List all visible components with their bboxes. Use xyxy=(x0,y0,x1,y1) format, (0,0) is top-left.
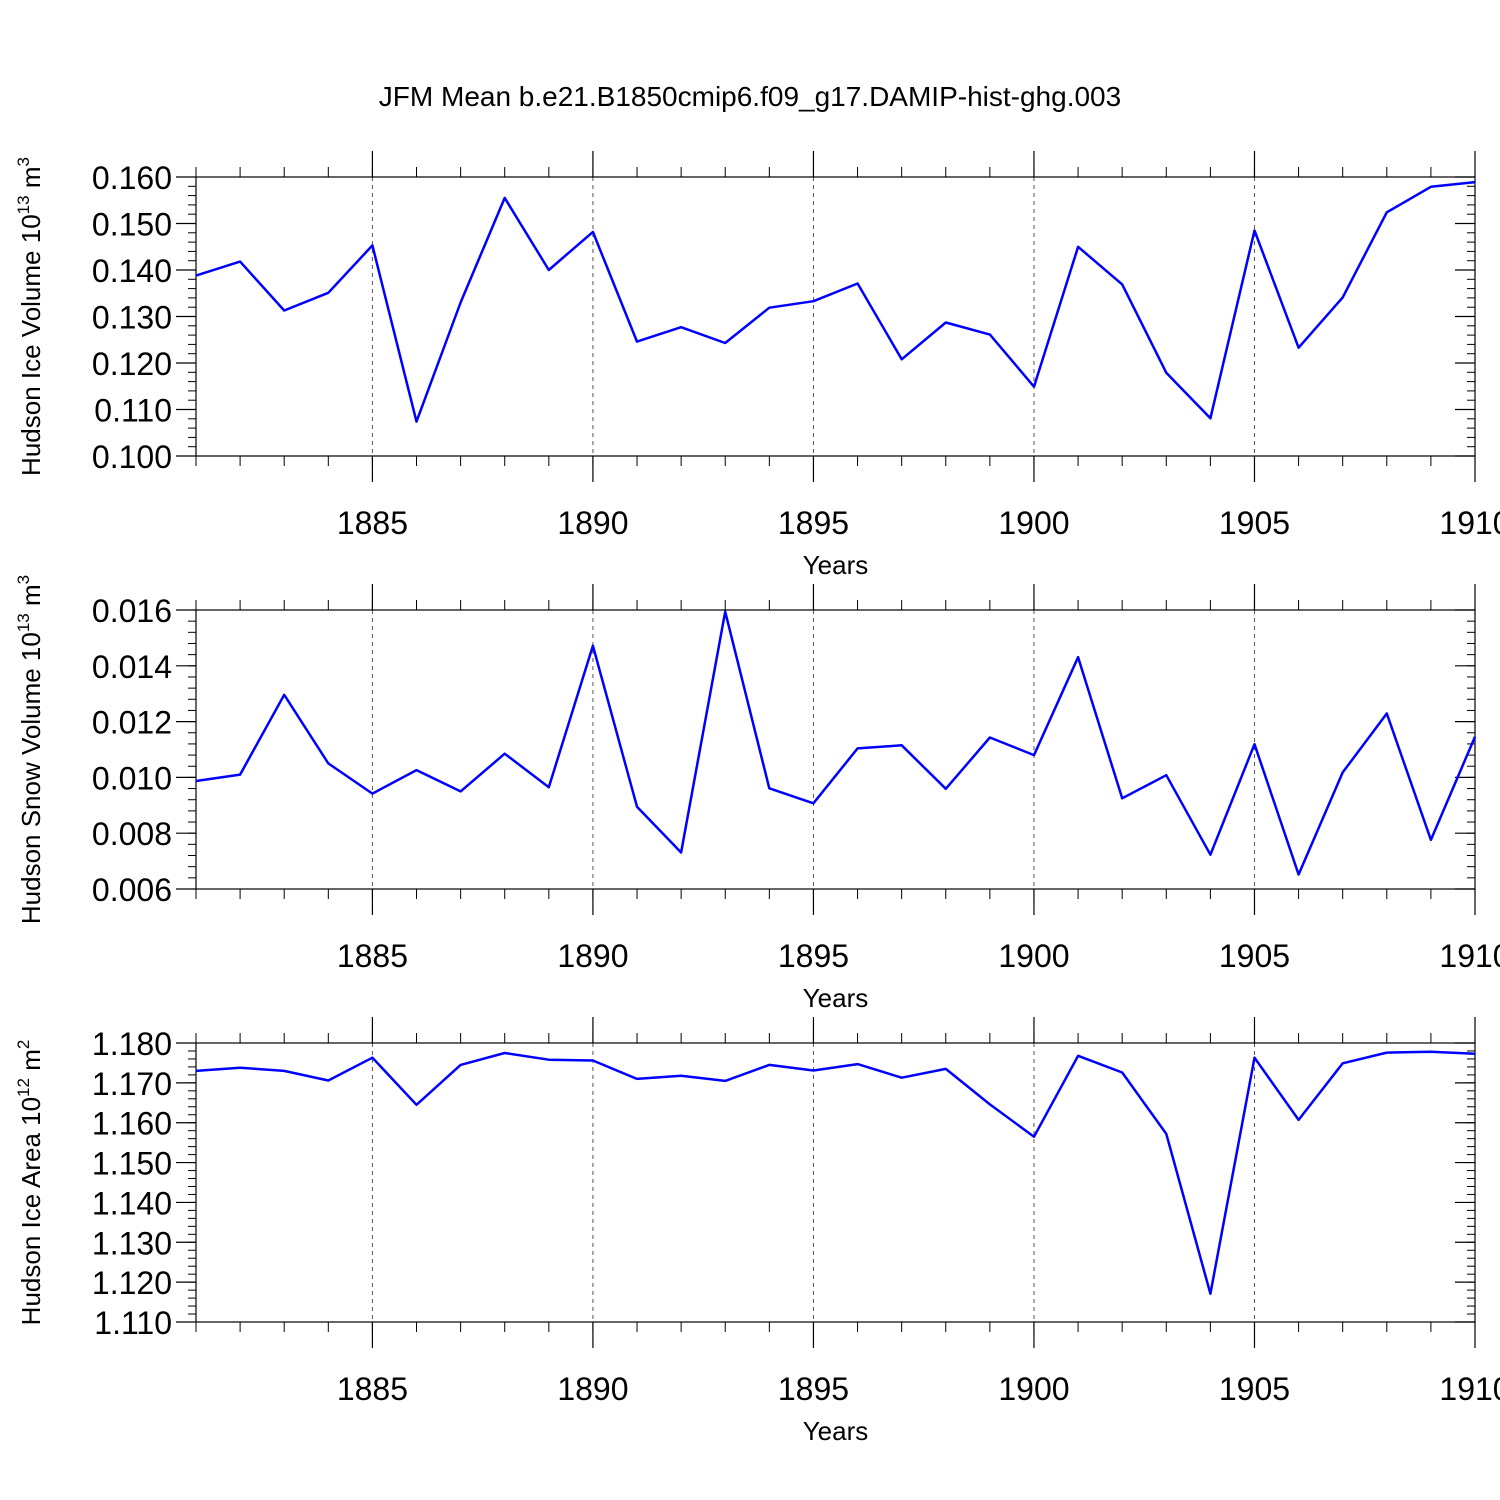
x-tick-label: 1895 xyxy=(778,505,849,541)
plot-frame xyxy=(195,176,1476,457)
y-tick-label: 0.130 xyxy=(92,300,172,336)
x-tick-label: 1905 xyxy=(1219,505,1290,541)
x-tick-label: 1885 xyxy=(337,505,408,541)
y-tick-label: 0.150 xyxy=(92,207,172,243)
x-tick-label: 1895 xyxy=(778,938,849,974)
y-tick-label: 1.180 xyxy=(92,1026,172,1062)
y-tick-label: 1.110 xyxy=(94,1305,172,1341)
y-axis-label: Hudson Ice Volume 1013 m3 xyxy=(14,157,46,476)
x-tick-label: 1885 xyxy=(337,1371,408,1407)
y-tick-label: 1.150 xyxy=(92,1146,172,1182)
y-tick-label: 0.110 xyxy=(94,393,172,429)
y-tick-label: 0.160 xyxy=(92,160,172,196)
x-tick-label: 1905 xyxy=(1219,1371,1290,1407)
series-line xyxy=(195,610,1477,876)
plot-frame xyxy=(195,1042,1476,1323)
chart-panel-1: 1885 1890 1895 1900 1905 1910 Years 0.100 0.110 0… xyxy=(14,151,1500,580)
x-tick-label: 1890 xyxy=(557,1371,628,1407)
x-tick-label: 1885 xyxy=(337,938,408,974)
y-tick-label: 0.140 xyxy=(92,253,172,289)
y-tick-label: 1.170 xyxy=(92,1066,172,1102)
x-tick-label: 1890 xyxy=(557,505,628,541)
x-axis-label: Years xyxy=(803,1416,869,1446)
x-tick-label: 1900 xyxy=(998,505,1069,541)
chart-panel-3: 1885 1890 1895 1900 1905 1910 Years 1.110 1.120 1… xyxy=(14,1017,1500,1446)
y-tick-label: 0.006 xyxy=(92,872,172,908)
x-tick-label: 1890 xyxy=(557,938,628,974)
x-tick-label: 1895 xyxy=(778,1371,849,1407)
x-axis-label: Years xyxy=(803,550,869,580)
y-tick-label: 0.100 xyxy=(92,439,172,475)
panels: 1885 1890 1895 1900 1905 1910 Years 0.100 0.110 0… xyxy=(14,151,1500,1446)
x-tick-label: 1900 xyxy=(998,938,1069,974)
x-tick-label: 1910 xyxy=(1439,505,1500,541)
y-axis-label: Hudson Ice Area 1012 m2 xyxy=(14,1040,46,1326)
x-tick-label: 1905 xyxy=(1219,938,1290,974)
x-tick-label: 1900 xyxy=(998,1371,1069,1407)
x-tick-label: 1910 xyxy=(1439,938,1500,974)
y-tick-label: 0.016 xyxy=(92,593,172,629)
y-tick-label: 1.130 xyxy=(92,1225,172,1261)
series-line xyxy=(195,1050,1476,1295)
y-tick-label: 0.008 xyxy=(92,816,172,852)
plot-frame xyxy=(195,609,1476,890)
y-tick-label: 0.010 xyxy=(92,760,172,796)
y-tick-label: 1.140 xyxy=(92,1185,172,1221)
x-tick-label: 1910 xyxy=(1439,1371,1500,1407)
y-tick-label: 0.120 xyxy=(92,346,172,382)
figure-title: JFM Mean b.e21.B1850cmip6.f09_g17.DAMIP-… xyxy=(379,81,1121,112)
y-tick-label: 1.160 xyxy=(92,1106,172,1142)
y-tick-label: 0.012 xyxy=(92,705,172,741)
series-line xyxy=(195,180,1476,423)
y-tick-label: 1.120 xyxy=(92,1265,172,1301)
y-axis-label: Hudson Snow Volume 1013 m3 xyxy=(14,575,46,924)
x-axis-label: Years xyxy=(803,983,869,1013)
chart-panel-2: 1885 1890 1895 1900 1905 1910 Years 0.006 0.008 0… xyxy=(14,575,1500,1013)
y-tick-label: 0.014 xyxy=(92,649,172,685)
